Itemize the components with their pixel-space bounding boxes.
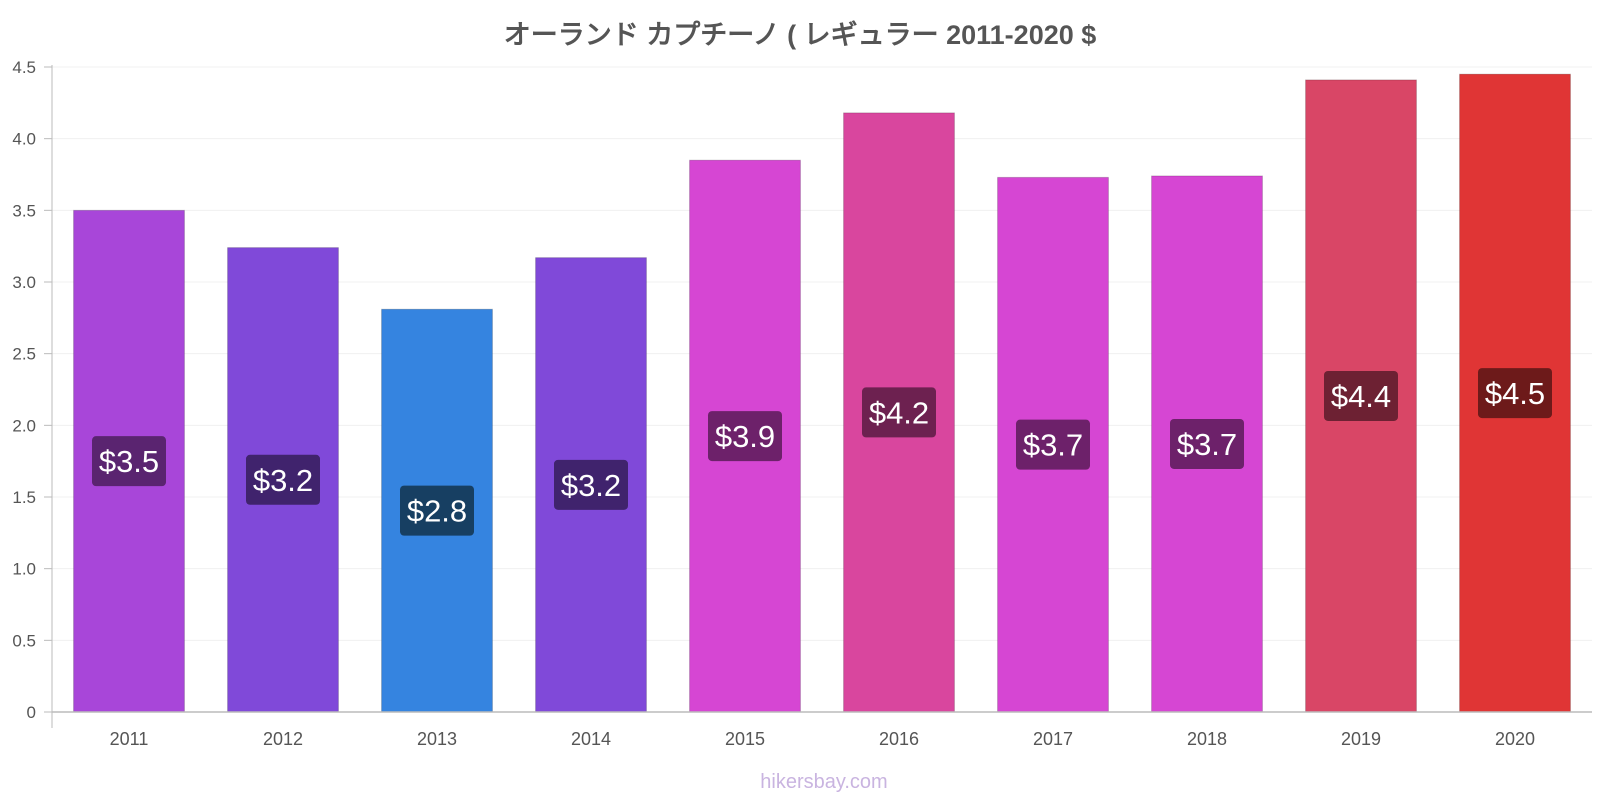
y-axis: 0 0.5 1.0 1.5 2.0 2.5 3.0 3.5 4.0 4.5 xyxy=(12,58,53,728)
data-labels: $3.5 $3.2 $2.8 $3.2 $3.9 $4.2 $3.7 $3.7 $4.4 $4.5 xyxy=(92,368,1552,536)
data-label-2018: $3.7 xyxy=(1177,427,1237,462)
x-tick-label: 2015 xyxy=(725,729,765,749)
x-tick-label: 2017 xyxy=(1033,729,1073,749)
data-label-bg xyxy=(246,454,320,505)
data-label-2019: $4.4 xyxy=(1331,379,1391,414)
data-label-bg xyxy=(1170,418,1244,469)
x-tick-label: 2019 xyxy=(1341,729,1381,749)
data-label-2014: $3.2 xyxy=(561,468,621,503)
y-tick-label: 0 xyxy=(27,703,36,722)
x-tick-label: 2018 xyxy=(1187,729,1227,749)
x-tick-label: 2020 xyxy=(1495,729,1535,749)
data-label-bg xyxy=(1324,370,1398,421)
chart-title: オーランド カプチーノ ( レギュラー 2011-2020 $ xyxy=(504,20,1097,50)
y-tick-label: 2.5 xyxy=(12,345,36,364)
y-tick-label: 4.5 xyxy=(12,58,36,77)
x-tick-label: 2012 xyxy=(263,729,303,749)
data-label-2011: $3.5 xyxy=(99,444,159,479)
data-label-bg xyxy=(862,387,936,438)
data-label-2015: $3.9 xyxy=(715,419,775,454)
y-tick-label: 3.0 xyxy=(12,273,36,292)
x-tick-label: 2011 xyxy=(110,729,149,749)
y-tick-label: 0.5 xyxy=(12,631,36,650)
x-tick-label: 2014 xyxy=(571,729,611,749)
data-label-bg xyxy=(1478,368,1552,419)
data-label-bg xyxy=(708,411,782,462)
y-tick-label: 1.0 xyxy=(12,560,36,579)
data-label-2020: $4.5 xyxy=(1485,376,1545,411)
x-tick-label: 2016 xyxy=(879,729,919,749)
data-label-2016: $4.2 xyxy=(869,395,929,430)
data-label-bg xyxy=(92,436,166,487)
x-axis: 2011 2012 2013 2014 2015 2016 2017 2018 2019 2020 xyxy=(52,711,1592,749)
data-label-2017: $3.7 xyxy=(1023,428,1083,463)
data-label-2012: $3.2 xyxy=(253,463,313,498)
y-tick-label: 1.5 xyxy=(12,488,36,507)
y-tick-label: 3.5 xyxy=(12,201,36,220)
data-label-bg xyxy=(554,459,628,510)
data-label-bg xyxy=(1016,419,1090,470)
data-label-bg xyxy=(400,485,474,536)
x-tick-label: 2013 xyxy=(417,729,457,749)
data-label-2013: $2.8 xyxy=(407,494,467,529)
watermark: hikersbay.com xyxy=(760,771,887,793)
y-tick-label: 4.0 xyxy=(12,130,36,149)
y-tick-label: 2.0 xyxy=(12,416,36,435)
